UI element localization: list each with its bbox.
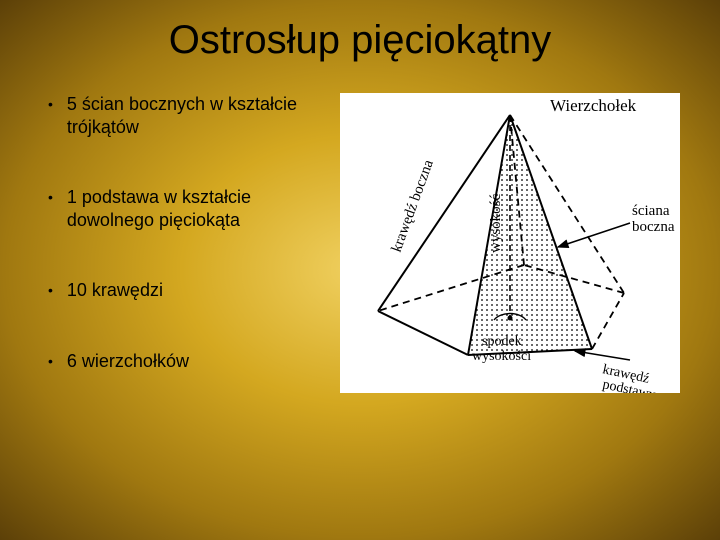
svg-text:spodek: spodek bbox=[482, 334, 522, 349]
bullet-text: 1 podstawa w kształcie dowolnego pięciok… bbox=[67, 186, 330, 231]
pyramid-svg: Wierzchołekścianabocznakrawędźpodstawysp… bbox=[340, 93, 680, 393]
bullet-dot: • bbox=[48, 186, 53, 208]
pyramid-diagram: Wierzchołekścianabocznakrawędźpodstawysp… bbox=[340, 93, 680, 393]
bullet-dot: • bbox=[48, 279, 53, 301]
page-title: Ostrosłup pięciokątny bbox=[0, 0, 720, 93]
svg-text:krawędź boczna: krawędź boczna bbox=[389, 157, 437, 254]
bullet-text: 5 ścian bocznych w kształcie trójkątów bbox=[67, 93, 330, 138]
svg-text:wysokość: wysokość bbox=[488, 193, 504, 253]
bullet-text: 10 krawędzi bbox=[67, 279, 163, 302]
bullet-dot: • bbox=[48, 93, 53, 115]
bullet-list: • 5 ścian bocznych w kształcie trójkątów… bbox=[0, 93, 340, 420]
list-item: • 10 krawędzi bbox=[40, 279, 330, 302]
bullet-dot: • bbox=[48, 350, 53, 372]
list-item: • 5 ścian bocznych w kształcie trójkątów bbox=[40, 93, 330, 138]
svg-text:wysokości: wysokości bbox=[472, 349, 531, 364]
content-row: • 5 ścian bocznych w kształcie trójkątów… bbox=[0, 93, 720, 420]
bullet-text: 6 wierzchołków bbox=[67, 350, 189, 373]
svg-text:boczna: boczna bbox=[632, 219, 675, 235]
svg-text:ściana: ściana bbox=[632, 203, 670, 219]
svg-text:Wierzchołek: Wierzchołek bbox=[550, 96, 637, 115]
list-item: • 6 wierzchołków bbox=[40, 350, 330, 373]
list-item: • 1 podstawa w kształcie dowolnego pięci… bbox=[40, 186, 330, 231]
